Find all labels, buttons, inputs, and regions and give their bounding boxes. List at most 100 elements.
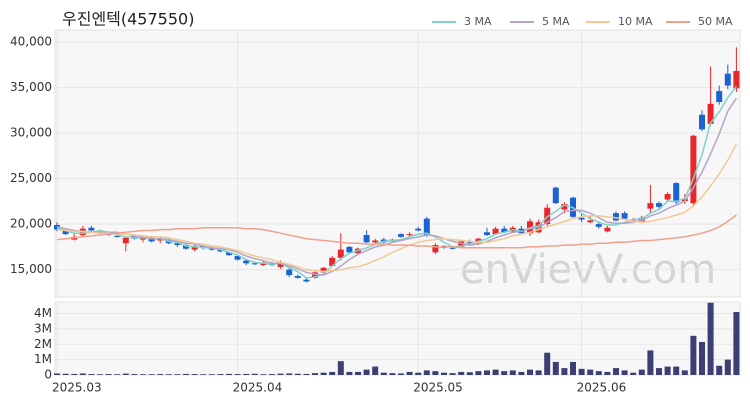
- y-tick-label: 20,000: [10, 217, 52, 231]
- volume-bar: [492, 369, 499, 375]
- volume-bar: [673, 366, 680, 375]
- candle-body: [148, 237, 155, 242]
- candle-body: [243, 260, 250, 264]
- volume-bar: [389, 373, 396, 375]
- volume-bar: [174, 374, 181, 375]
- x-tick-label: 2025.05: [413, 381, 463, 395]
- candle-body: [664, 194, 671, 200]
- volume-bar: [570, 361, 576, 375]
- volume-panel: [54, 301, 741, 376]
- volume-bar: [587, 369, 594, 375]
- candle-body: [724, 73, 731, 86]
- volume-bar: [234, 374, 241, 375]
- volume-bar: [286, 373, 293, 375]
- volume-bar: [664, 366, 671, 375]
- chart-title: 우진엔텍(457550): [62, 10, 194, 29]
- candle-body: [656, 203, 662, 207]
- legend-label: 50 MA: [698, 15, 733, 28]
- candle-body: [157, 238, 164, 241]
- volume-bar: [131, 374, 138, 375]
- candle-body: [552, 187, 559, 204]
- volume-bar: [509, 370, 516, 375]
- volume-bar: [277, 373, 284, 375]
- volume-bar: [140, 374, 146, 375]
- ma-line: [56, 143, 738, 273]
- volume-bar: [707, 302, 714, 375]
- volume-bar: [527, 369, 533, 375]
- y-tick-label: 3M: [34, 321, 52, 335]
- volume-bar: [200, 374, 207, 375]
- legend-label: 3 MA: [464, 15, 492, 28]
- x-tick-label: 2025.04: [233, 381, 283, 395]
- volume-bar: [724, 359, 731, 375]
- y-tick-label: 1M: [34, 352, 52, 366]
- volume-bar: [114, 374, 121, 375]
- ma-line: [56, 214, 737, 249]
- volume-bar: [79, 373, 86, 375]
- candle-body: [251, 263, 258, 265]
- candle-body: [183, 245, 189, 249]
- candle-body: [114, 235, 121, 237]
- volume-bar: [733, 311, 740, 375]
- volume-bar: [578, 368, 585, 375]
- volume-bar: [217, 374, 224, 375]
- volume-bar: [398, 373, 404, 375]
- legend-label: 5 MA: [542, 15, 570, 28]
- y-tick-label: 25,000: [10, 171, 52, 185]
- volume-bar: [208, 374, 215, 375]
- volume-bar: [71, 373, 78, 375]
- candle-body: [329, 257, 336, 267]
- candle-body: [191, 245, 198, 250]
- volume-bar: [484, 370, 490, 375]
- volume-bar: [681, 370, 688, 375]
- volume-bar: [88, 374, 95, 375]
- candle-body: [544, 207, 551, 225]
- volume-bar: [621, 370, 628, 375]
- candle-body: [346, 246, 353, 253]
- candle-body: [595, 224, 602, 227]
- volume-bar: [656, 368, 662, 375]
- candle-body: [372, 240, 379, 243]
- y-tick-label: 15,000: [10, 262, 52, 276]
- volume-bar: [251, 373, 258, 375]
- volume-bar: [122, 373, 129, 375]
- volume-bar: [320, 372, 327, 375]
- candle-body: [337, 249, 344, 258]
- x-tick-label: 2025.03: [52, 381, 102, 395]
- volume-bar: [105, 374, 112, 375]
- candle-body: [647, 203, 654, 209]
- volume-bar: [269, 374, 275, 375]
- volume-bar: [97, 374, 103, 375]
- volume-bar: [406, 371, 413, 375]
- volume-bar: [595, 371, 602, 375]
- volume-bar: [518, 371, 525, 375]
- candle-body: [432, 245, 439, 253]
- volume-bar: [312, 373, 318, 375]
- volume-bar: [243, 373, 250, 375]
- candle-body: [294, 276, 301, 278]
- volume-bar: [148, 374, 155, 375]
- volume-bar: [690, 335, 697, 375]
- y-tick-label: 0: [44, 368, 52, 382]
- y-tick-label: 4M: [34, 306, 52, 320]
- candle-body: [62, 230, 69, 235]
- volume-bar: [372, 366, 379, 375]
- volume-bar: [62, 373, 69, 375]
- price-panel: [54, 29, 741, 298]
- volume-bar: [337, 361, 344, 375]
- candle-body: [690, 135, 697, 204]
- volume-bar: [458, 371, 465, 375]
- candle-body: [501, 228, 508, 233]
- volume-bar: [260, 374, 267, 375]
- volume-bar: [432, 371, 439, 375]
- candle-body: [561, 204, 568, 210]
- volume-bar: [441, 372, 447, 375]
- candle-body: [587, 220, 594, 223]
- candle-body: [363, 235, 370, 243]
- volume-bar: [561, 368, 568, 375]
- legend-label: 10 MA: [618, 15, 653, 28]
- candle-body: [613, 213, 619, 221]
- candle-body: [492, 228, 499, 235]
